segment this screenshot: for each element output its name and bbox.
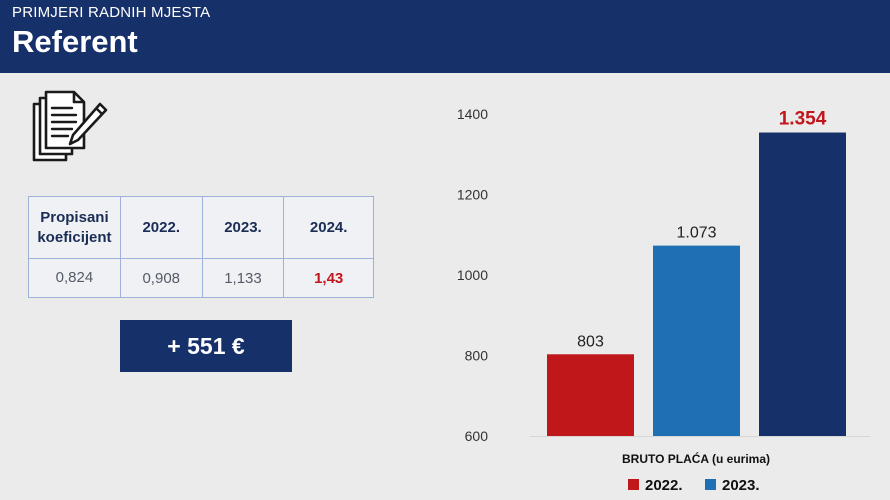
header-bar: PRIMJERI RADNIH MJESTA Referent [0,0,890,73]
bar-2 [653,245,740,436]
salary-increase-badge: + 551 € [120,320,292,372]
legend-label-1: 2022. [645,477,683,494]
section-kicker: PRIMJERI RADNIH MJESTA [12,4,211,21]
legend-swatch-1 [628,479,639,490]
coefficient-table: Propisani koeficijent 2022. 2023. 2024. … [28,196,374,298]
table-header-row: Propisani koeficijent 2022. 2023. 2024. [28,196,374,259]
value-cell-coefficient: 0,824 [28,258,121,298]
value-cell-2023: 1,133 [201,258,285,298]
y-tick-label: 1000 [457,267,488,283]
document-pen-icon [32,90,108,162]
bar-3 [759,132,846,436]
value-cell-2022: 0,908 [119,258,203,298]
legend-swatch-2 [705,479,716,490]
header-cell-2023: 2023. [201,196,285,259]
data-label: 1.354 [779,109,827,130]
bar-1 [547,354,634,436]
header-cell-coefficient: Propisani koeficijent [28,196,121,259]
x-axis-label: BRUTO PLAĆA (u eurima) [622,451,770,466]
header-cell-2022: 2022. [119,196,203,259]
y-tick-label: 600 [465,428,489,444]
legend-label-2: 2023. [722,477,760,494]
table-row: 0,824 0,908 1,133 1,43 [28,258,374,298]
header-cell-2024: 2024. [283,196,374,259]
y-tick-label: 800 [465,348,489,364]
value-cell-2024: 1,43 [283,258,374,298]
salary-bar-chart: 600 800 1000 1200 1400 803 1.073 1.354 BRUTO PLA… [457,106,870,494]
y-tick-label: 1200 [457,187,488,203]
page-title: Referent [12,24,138,59]
y-tick-label: 1400 [457,106,488,122]
data-label: 1.073 [676,225,716,242]
data-label: 803 [577,333,604,350]
